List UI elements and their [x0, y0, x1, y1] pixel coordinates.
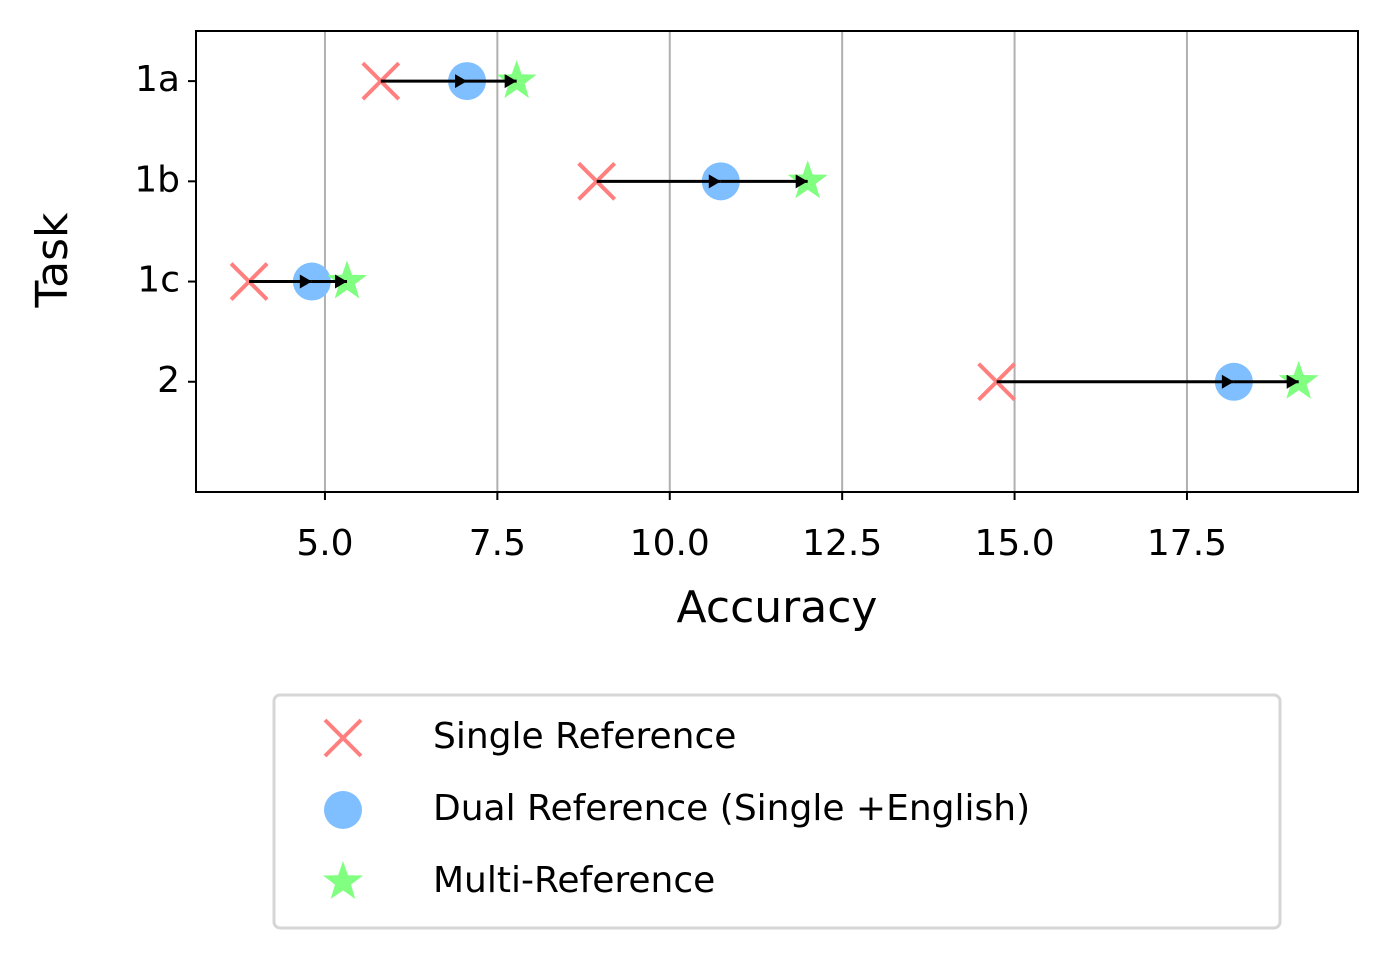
arrow [720, 174, 808, 189]
y-axis-label: Task [27, 212, 78, 308]
x-tick-label: 10.0 [630, 523, 710, 564]
legend-frame [272, 693, 1282, 930]
x-tick-label: 7.5 [469, 523, 526, 564]
arrow [311, 274, 348, 289]
x-stroke [229, 262, 269, 301]
y-tick-label: 1b [134, 159, 180, 200]
arrow [596, 174, 721, 189]
star-marker [1278, 360, 1319, 399]
legend: Single Reference Dual Reference (Single +… [272, 693, 1282, 930]
x-marker [323, 718, 363, 758]
plot-frame [195, 30, 1359, 493]
x-tick-label: 17.5 [1147, 523, 1227, 564]
arrow-head [795, 174, 808, 189]
x-tick-label: 5.0 [296, 523, 353, 564]
arrow [249, 274, 312, 289]
arrow [380, 74, 468, 89]
y-tick-label: 2 [157, 360, 180, 401]
arrow-head [504, 74, 517, 89]
y-tick-label: 1c [137, 260, 180, 301]
star-marker [327, 260, 367, 299]
x-tick-label: 12.5 [802, 523, 882, 564]
star-marker [496, 60, 537, 99]
arrow-head [335, 274, 348, 289]
y-tick-label: 1a [135, 59, 180, 100]
arrow-head [455, 74, 468, 89]
x-stroke [323, 718, 363, 758]
x-axis-label: Accuracy [677, 582, 878, 633]
circle-marker [324, 791, 362, 829]
x-marker [229, 262, 269, 301]
arrow [996, 374, 1234, 389]
x-marker [977, 362, 1017, 402]
arrow-head [299, 274, 312, 289]
arrow-head [1221, 374, 1234, 389]
arrow-head [1286, 374, 1299, 389]
legend-label: Multi-Reference [433, 860, 715, 901]
x-stroke [977, 362, 1017, 402]
star-marker [787, 160, 828, 199]
arrow [467, 74, 517, 89]
arrow [1233, 374, 1299, 389]
legend-label: Single Reference [433, 716, 736, 757]
legend-label: Dual Reference (Single +English) [433, 788, 1030, 829]
star-marker [323, 861, 363, 899]
x-tick-label: 15.0 [974, 523, 1054, 564]
arrow-head [708, 174, 721, 189]
